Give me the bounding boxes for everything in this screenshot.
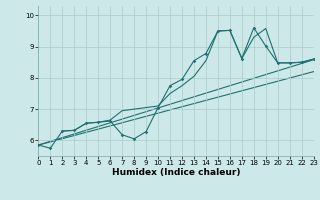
X-axis label: Humidex (Indice chaleur): Humidex (Indice chaleur) — [112, 168, 240, 177]
